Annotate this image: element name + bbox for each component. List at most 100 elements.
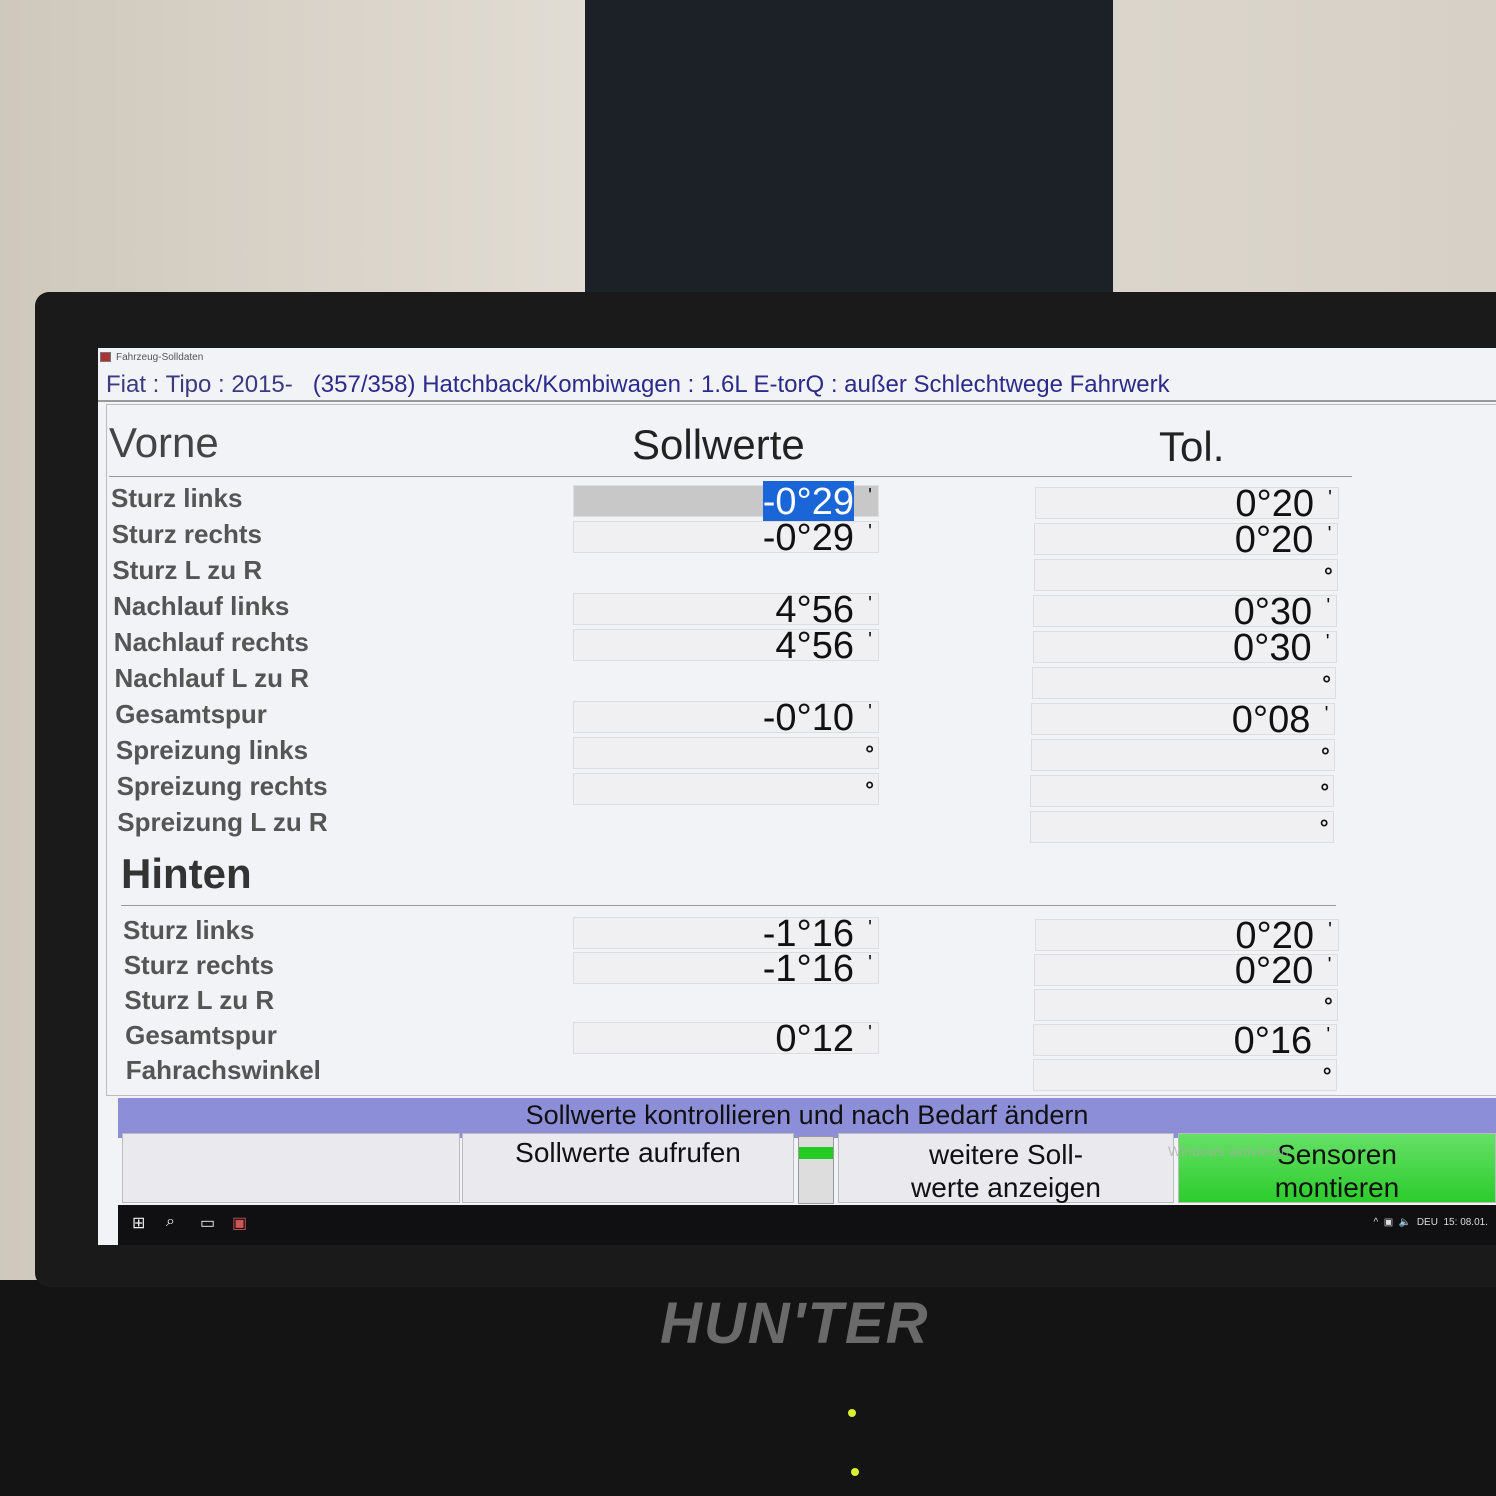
nominal-unit: ' [868, 952, 872, 974]
rear-heading: Hinten [121, 850, 252, 897]
front-row-label: Nachlauf rechts [113, 627, 309, 657]
tolerance-field[interactable]: ° [1033, 989, 1338, 1021]
nominal-unit: ' [868, 521, 872, 543]
search-icon[interactable]: ⌕ [166, 1213, 175, 1230]
language-indicator[interactable]: DEU [1416, 1217, 1438, 1228]
tolerance-field[interactable]: ° [1030, 739, 1335, 771]
tolerance-value: 0°16 [1233, 1020, 1313, 1062]
specs-panel: Vorne Sollwerte Tol. Hinten Sturz links -… [106, 404, 1496, 1096]
app-icon [100, 352, 111, 362]
tolerance-field[interactable]: 0°20 ' [1034, 952, 1339, 990]
front-row-label: Sturz links [111, 483, 243, 513]
function-button-1[interactable] [122, 1133, 460, 1203]
vehicle-make: Fiat : Tipo : 2015- [106, 371, 293, 398]
taskbar: ⊞ ⌕ ▭ ▣ ^ ▣ 🔈 DEU 15: 08.01. [118, 1205, 1496, 1245]
rear-row-label: Gesamtspur [125, 1020, 277, 1050]
status-bar: Sollwerte kontrollieren und nach Bedarf … [118, 1098, 1496, 1138]
front-row-label: Gesamtspur [115, 699, 267, 729]
tolerance-unit: ' [1328, 487, 1332, 509]
task-view-icon[interactable]: ▭ [200, 1215, 216, 1232]
tolerance-field[interactable]: ° [1029, 811, 1334, 843]
nominal-unit: ° [865, 777, 874, 802]
tolerance-unit: ' [1328, 919, 1332, 941]
nominal-field[interactable]: 4°56 ' [573, 627, 879, 665]
nominal-value: 0°12 [775, 1018, 854, 1060]
load-nominal-values-button[interactable]: Sollwerte aufrufen [462, 1133, 794, 1203]
tolerance-value: 0°20 [1234, 519, 1314, 561]
power-led [848, 1409, 856, 1417]
tolerance-unit: ° [1320, 743, 1330, 768]
rear-row-label: Sturz L zu R [124, 985, 275, 1015]
mount-sensors-button[interactable]: Sensoren montieren [1178, 1133, 1496, 1203]
title-bar: Fahrzeug-Solldaten [98, 348, 1496, 366]
app-taskbar-icon[interactable]: ▣ [232, 1215, 248, 1232]
nominal-unit: ' [868, 629, 872, 651]
tolerance-field[interactable]: ° [1032, 1059, 1337, 1091]
nominal-unit: ' [868, 1022, 872, 1044]
tolerance-field[interactable]: 0°30 ' [1033, 593, 1338, 631]
tolerance-field[interactable]: 0°20 ' [1034, 521, 1339, 559]
front-divider [109, 476, 1352, 477]
nominal-field[interactable]: 0°12 ' [573, 1020, 879, 1058]
clock[interactable]: 15: 08.01. [1443, 1217, 1489, 1228]
nominal-field[interactable]: -1°16 ' [573, 950, 879, 988]
tolerance-unit: ° [1323, 563, 1333, 588]
front-row-label: Spreizung L zu R [117, 807, 328, 837]
tolerance-field[interactable]: 0°08 ' [1031, 701, 1336, 739]
rear-row-label: Sturz links [123, 915, 255, 945]
network-icon[interactable]: ▣ [1383, 1217, 1394, 1228]
background-monitor [585, 0, 1113, 300]
windows-start-icon[interactable]: ⊞ [132, 1215, 146, 1232]
front-row-label: Sturz rechts [111, 519, 262, 549]
nominal-value: 4°56 [775, 625, 854, 667]
tolerance-unit: ' [1326, 595, 1331, 617]
application-window: Fahrzeug-Solldaten Fiat : Tipo : 2015- (… [98, 348, 1496, 1245]
front-row-label: Spreizung rechts [116, 771, 328, 801]
tolerance-unit: ° [1320, 779, 1330, 804]
tolerance-unit: ° [1323, 993, 1333, 1018]
nominal-unit: ' [868, 485, 872, 507]
desk [0, 1280, 1496, 1496]
tolerance-unit: ° [1319, 815, 1329, 840]
tolerance-field[interactable]: 0°20 ' [1035, 485, 1339, 523]
volume-icon[interactable]: 🔈 [1398, 1217, 1412, 1228]
tolerance-field[interactable]: ° [1032, 667, 1336, 699]
tolerance-field[interactable]: 0°16 ' [1033, 1022, 1338, 1060]
tolerance-field[interactable]: 0°20 ' [1035, 917, 1339, 955]
front-row-label: Spreizung links [115, 735, 309, 765]
nominal-field[interactable]: ° [573, 773, 879, 805]
nominal-field[interactable]: ° [573, 737, 879, 769]
tray-chevron-icon[interactable]: ^ [1373, 1217, 1379, 1228]
window-title: Fahrzeug-Solldaten [116, 352, 204, 363]
tolerance-field[interactable]: ° [1033, 559, 1338, 591]
nominal-unit: ' [868, 593, 872, 615]
front-row-label: Nachlauf L zu R [114, 663, 310, 693]
nominal-field[interactable]: -0°29 ' [573, 519, 879, 557]
tolerance-value: 0°30 [1233, 591, 1313, 633]
nominal-field[interactable]: -1°16 ' [573, 915, 879, 953]
tolerance-unit: ' [1327, 954, 1332, 976]
nominal-field[interactable]: 4°56 ' [573, 591, 879, 629]
nominal-field[interactable]: -0°29 ' [573, 481, 879, 523]
nominal-value: -1°16 [762, 913, 854, 955]
rear-divider [121, 905, 1336, 906]
tolerance-field[interactable]: ° [1030, 775, 1335, 807]
more-nominal-values-button[interactable]: weitere Soll- werte anzeigen [838, 1133, 1174, 1203]
nominal-field[interactable]: -0°10 ' [573, 699, 879, 737]
front-row-label: Sturz L zu R [112, 555, 263, 585]
status-led [851, 1468, 859, 1476]
vehicle-detail: (357/358) Hatchback/Kombiwagen : 1.6L E-… [312, 371, 1170, 398]
tolerance-unit: ' [1326, 1024, 1331, 1046]
tolerance-field[interactable]: 0°30 ' [1032, 629, 1337, 667]
nominal-value: -1°16 [762, 948, 854, 990]
tolerance-value: 0°20 [1235, 483, 1314, 525]
front-row-label: Nachlauf links [113, 591, 290, 621]
tolerance-value: 0°30 [1232, 627, 1312, 669]
activation-watermark: Windows aktivieren [1168, 1143, 1289, 1159]
tolerance-unit: ° [1322, 671, 1331, 696]
tolerance-unit: ' [1324, 703, 1329, 725]
nominal-value: -0°29 [762, 481, 854, 523]
tolerance-column-header: Tol. [1159, 423, 1225, 470]
nominal-unit: ' [868, 701, 872, 723]
tolerance-unit: ' [1325, 631, 1330, 653]
